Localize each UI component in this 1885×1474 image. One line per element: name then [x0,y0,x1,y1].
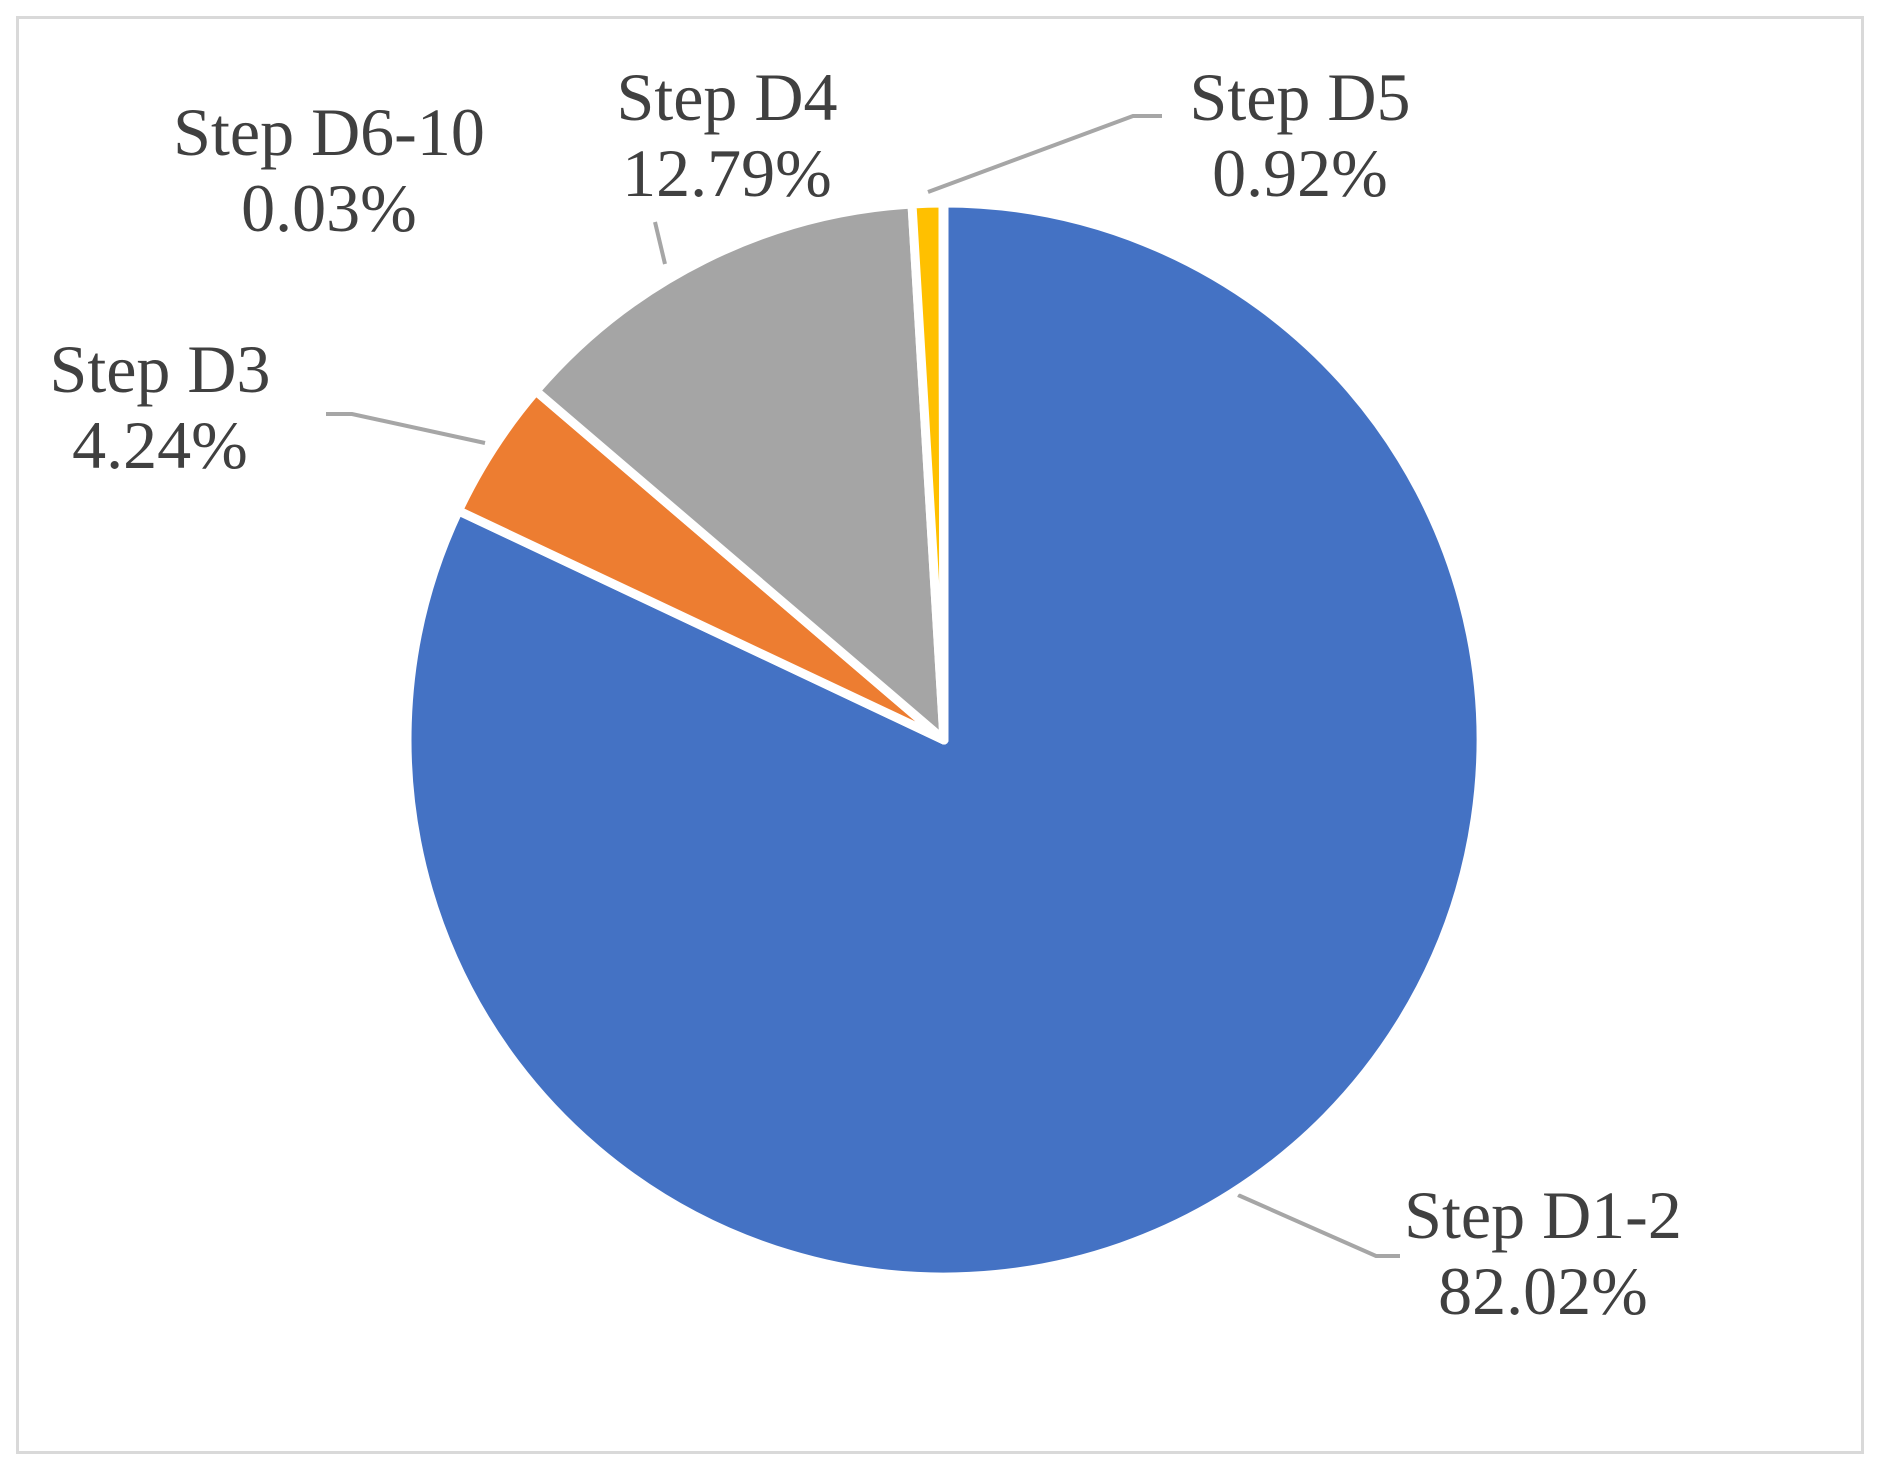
leader-line-step-d4 [653,221,667,265]
slice-value-step-d1-2: 82.02% [1438,1253,1648,1329]
slice-label-step-d3: Step D3 [50,331,271,407]
slice-label-step-d4: Step D4 [617,59,838,135]
leader-line-step-d5 [927,114,1162,194]
slice-value-step-d4: 12.79% [622,135,832,211]
leader-lines [326,114,1400,1258]
leader-line-step-d1-2 [1237,1193,1400,1258]
slice-value-step-d5: 0.92% [1212,135,1388,211]
pie-slice-step-d6-10 [938,198,949,745]
pie-slices [402,198,1486,1282]
slice-value-step-d3: 4.24% [72,407,248,483]
slice-label-step-d6-10: Step D6-10 [173,94,485,170]
slice-label-step-d5: Step D5 [1190,59,1411,135]
leader-line-step-d3 [326,412,486,445]
slice-value-step-d6-10: 0.03% [241,170,417,246]
pie-slice-step-d4 [531,199,949,745]
slice-label-step-d1-2: Step D1-2 [1404,1177,1682,1253]
slice-labels: Step D1-282.02% Step D34.24% Step D412.79%… [50,59,1682,1329]
